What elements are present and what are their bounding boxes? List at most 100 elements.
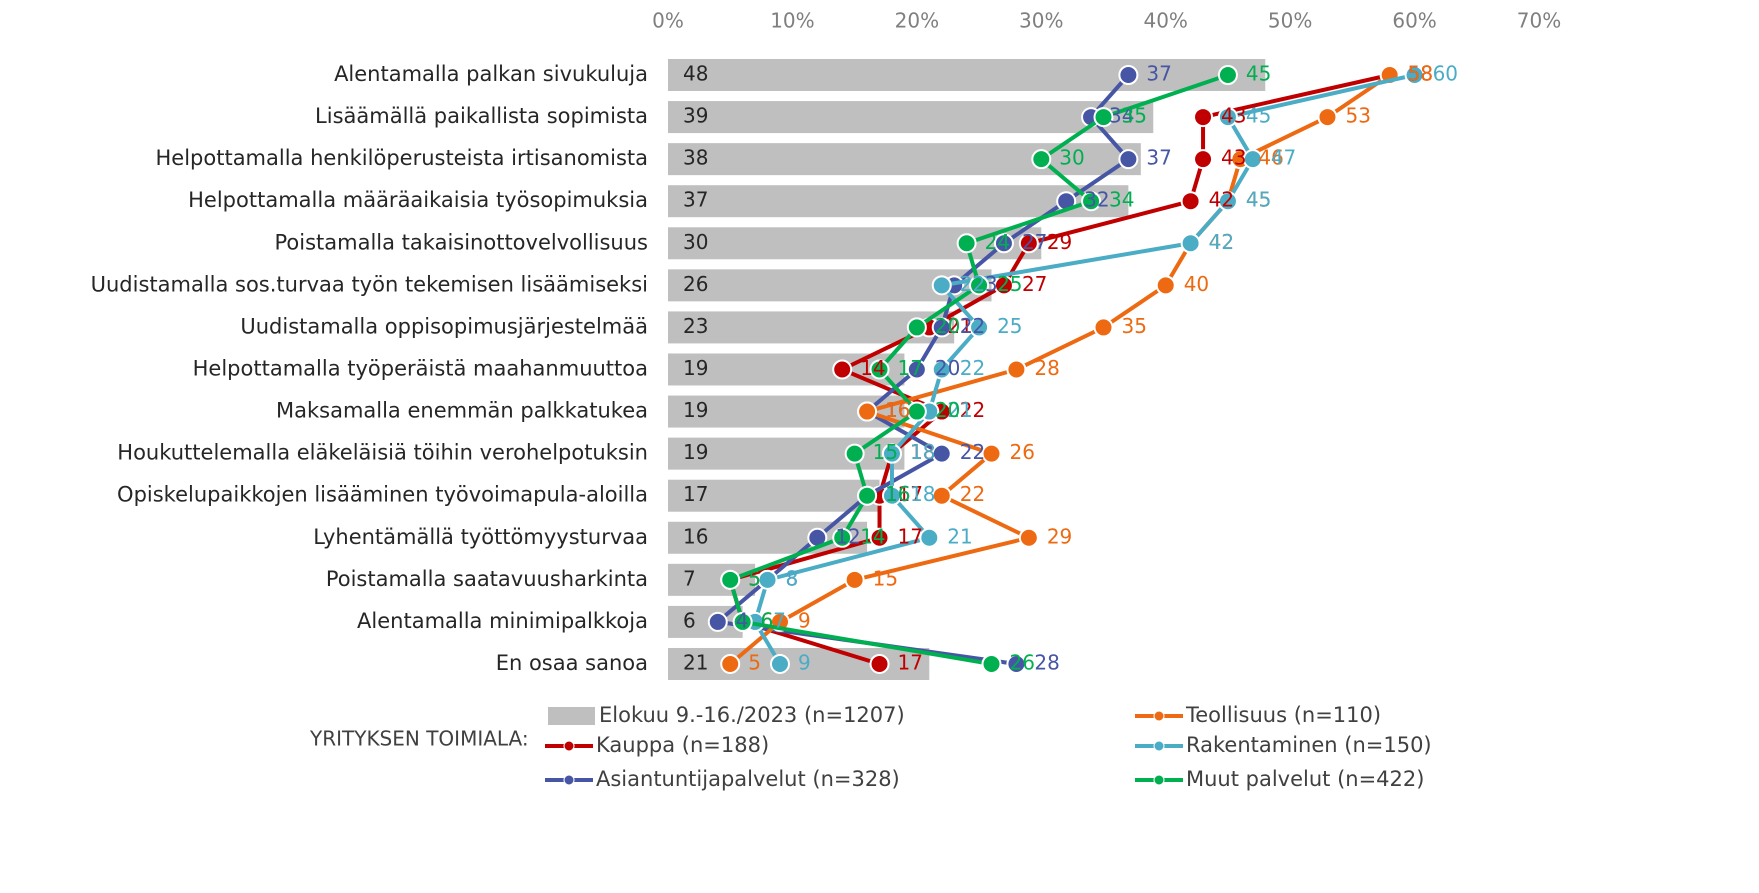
legend-label: Elokuu 9.-16./2023 (n=1207) — [599, 703, 905, 727]
data-label: 15 — [873, 566, 898, 590]
data-label: 46 — [1258, 146, 1283, 170]
category-label: Uudistamalla sos.turvaa työn tekemisen l… — [91, 272, 648, 296]
line-marker — [1118, 149, 1139, 170]
line-marker — [931, 275, 952, 296]
line-marker — [1093, 317, 1114, 338]
data-label: 4 — [736, 608, 749, 632]
bar-value-label: 38 — [683, 146, 708, 170]
bar-value-label: 19 — [683, 440, 708, 464]
bar-value-label: 23 — [683, 314, 708, 338]
data-label: 23 — [972, 272, 997, 296]
line-marker — [981, 443, 1002, 464]
category-label: Alentamalla palkan sivukuluja — [334, 62, 648, 86]
data-label: 26 — [1010, 440, 1035, 464]
line-marker — [1006, 653, 1027, 674]
line-marker — [1081, 191, 1102, 212]
line-marker — [881, 443, 902, 464]
category-label: Helpottamalla määräaikaisia työsopimuksi… — [188, 188, 648, 212]
data-label: 17 — [898, 650, 923, 674]
data-label: 43 — [1221, 104, 1246, 128]
bar-value-label: 26 — [683, 272, 708, 296]
line-marker — [1193, 107, 1214, 128]
line-marker — [1118, 65, 1139, 85]
line-marker — [1031, 149, 1052, 170]
bar — [668, 479, 880, 512]
line-marker — [1180, 233, 1201, 254]
legend-label: Rakentaminen (n=150) — [1186, 733, 1432, 757]
line-marker — [1006, 359, 1027, 380]
legend-marker — [563, 774, 575, 786]
legend-marker — [563, 740, 575, 752]
data-label: 6 — [761, 608, 774, 632]
line-marker — [1193, 149, 1214, 170]
line-marker — [1404, 65, 1425, 85]
bar-value-label: 37 — [683, 188, 708, 212]
data-label: 16 — [885, 398, 910, 422]
bar-value-label: 7 — [683, 566, 696, 590]
x-tick-label: 0% — [652, 9, 684, 33]
category-label: Poistamalla saatavuusharkinta — [326, 567, 648, 591]
data-label: 35 — [1122, 314, 1147, 338]
data-label: 22 — [960, 356, 985, 380]
category-label: Uudistamalla oppisopimusjärjestelmää — [240, 314, 648, 338]
data-label: 17 — [898, 356, 923, 380]
line-marker — [869, 359, 890, 380]
data-label: 34 — [1109, 188, 1134, 212]
data-label: 60 — [1433, 62, 1458, 86]
legend-marker — [1153, 710, 1165, 722]
data-label: 16 — [885, 482, 910, 506]
data-label: 5 — [748, 650, 761, 674]
data-label: 21 — [947, 524, 972, 548]
line-marker — [769, 653, 790, 674]
data-label: 43 — [1221, 146, 1246, 170]
line-marker — [956, 233, 977, 254]
line-marker — [732, 611, 753, 632]
line-marker — [906, 317, 927, 338]
line-marker — [919, 527, 940, 548]
data-label: 58 — [1408, 62, 1433, 86]
bar — [668, 101, 1154, 134]
bar-value-label: 19 — [683, 398, 708, 422]
line-marker — [969, 275, 990, 296]
data-label: 27 — [1022, 272, 1047, 296]
line-marker — [757, 569, 778, 590]
data-label: 53 — [1345, 104, 1370, 128]
line-marker — [869, 527, 890, 548]
bar-value-label: 16 — [683, 524, 708, 548]
data-label: 24 — [985, 230, 1010, 254]
category-label: Poistamalla takaisinottovelvollisuus — [275, 230, 649, 254]
bar-value-label: 30 — [683, 230, 708, 254]
x-tick-label: 60% — [1392, 9, 1436, 33]
data-label: 9 — [798, 650, 811, 674]
data-label: 9 — [798, 608, 811, 632]
line-marker — [881, 485, 902, 506]
bar-value-label: 19 — [683, 356, 708, 380]
data-label: 8 — [786, 566, 799, 590]
line-marker — [931, 485, 952, 506]
line-marker — [931, 443, 952, 464]
data-label: 37 — [1146, 146, 1171, 170]
data-label: 8 — [786, 566, 799, 590]
category-label: Maksamalla enemmän palkkatukea — [276, 399, 648, 423]
category-label: Helpottamalla henkilöperusteista irtisan… — [156, 146, 649, 170]
data-label: 27 — [1022, 230, 1047, 254]
line-marker — [931, 317, 952, 338]
line-marker — [857, 485, 878, 506]
line-marker — [1018, 233, 1039, 254]
line-marker — [707, 611, 728, 632]
data-label: 6 — [761, 608, 774, 632]
x-tick-label: 70% — [1517, 9, 1561, 33]
x-tick-label: 40% — [1143, 9, 1187, 33]
bar-value-label: 39 — [683, 104, 708, 128]
data-label: 37 — [1146, 62, 1171, 86]
data-label: 20 — [935, 398, 960, 422]
line-marker — [1093, 107, 1114, 128]
category-label: Opiskelupaikkojen lisääminen työvoimapul… — [117, 483, 648, 507]
line-marker — [906, 359, 927, 380]
line-marker — [832, 359, 853, 380]
data-label: 21 — [947, 314, 972, 338]
legend-marker — [1153, 774, 1165, 786]
legend-label: Kauppa (n=188) — [596, 733, 769, 757]
x-tick-label: 50% — [1268, 9, 1312, 33]
x-tick-label: 10% — [770, 9, 814, 33]
